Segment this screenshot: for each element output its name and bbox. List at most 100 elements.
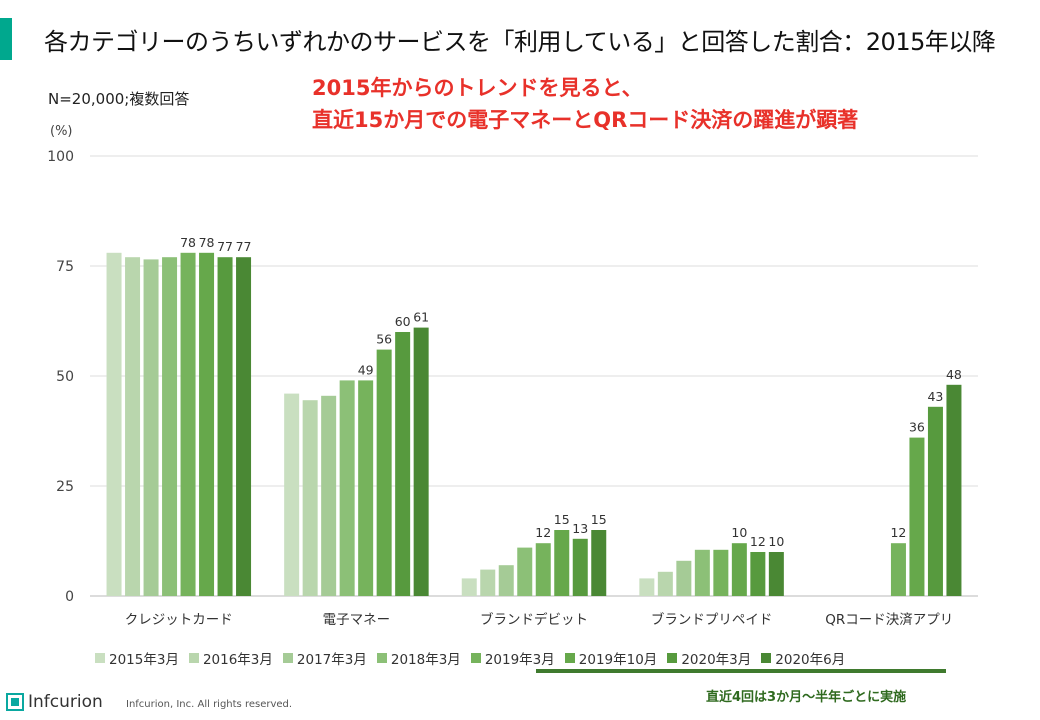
legend-item: 2020年6月: [761, 648, 845, 668]
bar: [236, 257, 252, 596]
bar: [395, 332, 411, 596]
brand-logo: Infcurion: [6, 692, 103, 712]
legend-label: 2019年10月: [578, 652, 658, 668]
bar: [927, 406, 943, 596]
data-label: 13: [572, 521, 588, 536]
legend-label: 2017年3月: [296, 652, 367, 668]
data-label: 10: [768, 534, 784, 549]
legend-swatch: [188, 653, 199, 663]
survey-frequency-note: 直近4回は3か月～半年ごとに実施: [706, 690, 907, 705]
legend-swatch: [564, 653, 575, 663]
bar: [217, 257, 233, 596]
bar: [143, 259, 159, 596]
bar: [731, 543, 747, 596]
bar: [554, 530, 570, 596]
bar: [572, 538, 588, 596]
legend-label: 2016年3月: [202, 652, 273, 668]
copyright-notice: Infcurion, Inc. All rights reserved.: [126, 699, 293, 710]
y-tick-label: 25: [56, 479, 74, 495]
legend-item: 2017年3月: [282, 648, 367, 668]
bar: [162, 257, 178, 596]
headline-line-2: 直近15か月での電子マネーとQRコード決済の躍進が顕著: [312, 108, 859, 132]
bar: [106, 252, 122, 597]
bar: [750, 552, 766, 596]
bar: [498, 565, 514, 596]
y-tick-label: 0: [65, 589, 74, 605]
legend-item: 2016年3月: [188, 648, 273, 668]
data-label: 49: [358, 362, 374, 377]
bar: [376, 349, 392, 596]
bar: [480, 569, 496, 596]
recent-surveys-underline: [536, 669, 946, 673]
data-label: 78: [199, 235, 215, 250]
data-label: 56: [376, 332, 392, 347]
title-accent-bar: [0, 18, 12, 60]
category-label: クレジットカード: [125, 612, 233, 628]
bar: [657, 571, 673, 596]
legend-label: 2015年3月: [109, 652, 179, 668]
bar: [909, 437, 925, 596]
data-label: 10: [731, 525, 747, 540]
legend-item: 2020年3月: [667, 648, 751, 668]
slide-title: 各カテゴリーのうちいずれかのサービスを「利用している」と回答した割合：2015年…: [44, 28, 996, 56]
chart-legend: 2015年3月 2016年3月 2017年3月 2018年3月 2019年3月 2019年…: [95, 648, 845, 668]
bar: [339, 380, 355, 596]
data-label: 77: [236, 239, 252, 254]
data-label: 36: [909, 420, 925, 435]
bar: [517, 547, 533, 596]
legend-label: 2019年3月: [484, 652, 555, 668]
data-label: 12: [750, 534, 766, 549]
bar: [358, 380, 374, 596]
bar: [413, 327, 429, 596]
category-label: QRコード決済アプリ: [825, 612, 953, 628]
bar: [591, 530, 607, 596]
bar: [890, 543, 906, 596]
legend-swatch: [761, 653, 772, 663]
bar: [284, 393, 300, 596]
brand-name: Infcurion: [28, 692, 103, 712]
category-label: ブランドデビット: [480, 611, 588, 628]
bar: [302, 400, 318, 596]
legend-item: 2019年10月: [564, 648, 658, 668]
legend-item: 2015年3月: [95, 648, 179, 668]
bar: [639, 578, 655, 596]
bar: [535, 543, 551, 596]
y-axis-unit-label: (%): [50, 124, 73, 139]
legend-swatch: [95, 653, 105, 663]
legend-swatch: [376, 653, 387, 663]
data-label: 12: [890, 525, 906, 540]
bar: [694, 549, 710, 596]
data-label: 61: [413, 310, 429, 325]
data-label: 48: [946, 367, 962, 382]
category-label: ブランドプリペイド: [651, 611, 773, 628]
data-label: 77: [217, 239, 233, 254]
legend-label: 2018年3月: [390, 652, 461, 668]
legend-label: 2020年3月: [681, 652, 752, 668]
legend-label: 2020年6月: [775, 652, 846, 668]
headline-line-1: 2015年からのトレンドを見ると、: [312, 76, 643, 100]
y-tick-label: 100: [47, 149, 74, 165]
legend-item: 2019年3月: [470, 648, 555, 668]
legend-swatch: [282, 653, 293, 663]
data-label: 15: [591, 512, 607, 527]
y-tick-label: 75: [56, 259, 74, 275]
legend-item: 2018年3月: [376, 648, 461, 668]
y-tick-label: 50: [56, 369, 74, 385]
bar: [676, 560, 692, 596]
bar: [321, 395, 337, 596]
data-label: 15: [554, 512, 570, 527]
legend-swatch: [667, 653, 678, 663]
bar: [946, 384, 962, 596]
bar: [180, 252, 196, 597]
bar: [713, 549, 729, 596]
data-label: 12: [535, 525, 551, 540]
data-label: 43: [927, 389, 943, 404]
bar: [461, 578, 477, 596]
brand-mark-icon: [6, 693, 24, 711]
bar: [125, 257, 141, 596]
bar: [199, 252, 215, 597]
category-label: 電子マネー: [323, 612, 391, 628]
sample-note: N=20,000;複数回答: [48, 90, 190, 108]
bar: [768, 552, 784, 596]
